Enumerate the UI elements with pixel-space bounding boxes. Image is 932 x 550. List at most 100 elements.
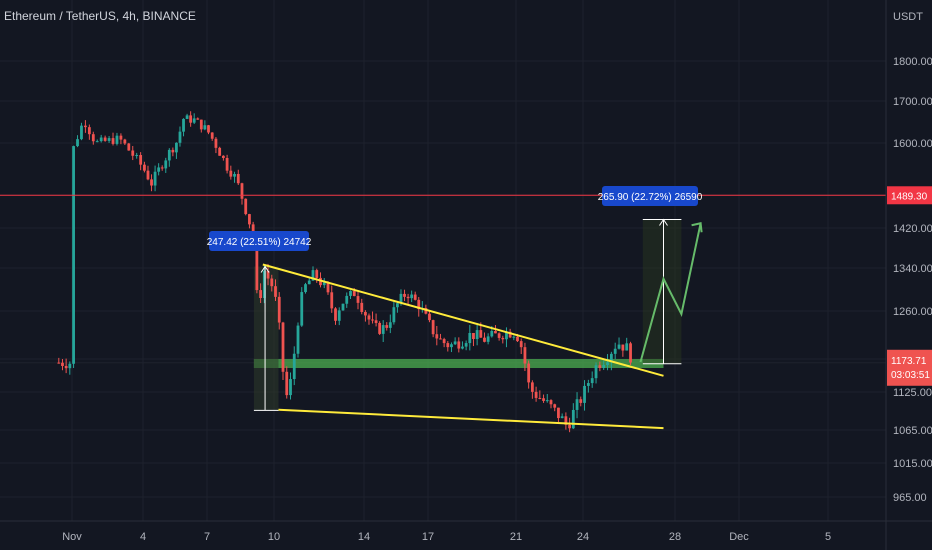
candle-body xyxy=(57,362,61,364)
candle-body xyxy=(182,118,185,132)
candle-body xyxy=(378,322,382,334)
candle-body xyxy=(571,409,575,429)
support-zone xyxy=(253,359,664,368)
resistance-price-label: 1489.30 xyxy=(891,191,928,202)
candle-body xyxy=(545,400,549,402)
measure-box xyxy=(642,219,682,364)
candle-body xyxy=(371,319,374,321)
time-tick-label: 14 xyxy=(358,531,370,543)
candle-body xyxy=(557,407,560,419)
candle-body xyxy=(360,302,364,312)
candle-body xyxy=(218,147,222,156)
candle-body xyxy=(483,337,486,342)
time-tick-label: 4 xyxy=(140,531,146,543)
candle-body xyxy=(175,142,178,153)
candle-body xyxy=(392,307,396,323)
candle-body xyxy=(99,137,103,142)
candle-body xyxy=(472,332,475,339)
candle-body xyxy=(91,134,95,142)
candle-body xyxy=(542,398,545,401)
candle-body xyxy=(236,173,240,184)
candle-body xyxy=(185,115,189,119)
candle-body xyxy=(262,270,266,299)
candle-body xyxy=(64,365,68,369)
time-tick-label: 5 xyxy=(825,531,831,543)
candle-body xyxy=(270,278,274,287)
candle-body xyxy=(292,353,296,380)
candle-body xyxy=(334,308,337,321)
candle-body xyxy=(374,320,378,323)
candle-body xyxy=(602,365,606,368)
candle-body xyxy=(330,292,334,309)
price-axis[interactable]: 1800.00 1700.00 1600.00 1420.00 1340.00 1260.… xyxy=(887,56,932,504)
candle-body xyxy=(475,330,479,339)
measure-2-arrowhead xyxy=(659,218,668,226)
candle-body xyxy=(490,330,494,337)
candle-body xyxy=(61,362,64,366)
candle-body xyxy=(352,291,356,297)
candle-body xyxy=(196,118,200,120)
measure-1-label-box xyxy=(209,231,309,251)
candle-body xyxy=(341,303,345,311)
candle-body xyxy=(135,155,139,157)
candle-body xyxy=(349,291,352,296)
candle-body xyxy=(364,311,367,316)
price-tick-label: 1700.00 xyxy=(893,96,932,108)
candle-body xyxy=(296,325,300,354)
candle-body xyxy=(248,214,251,225)
candle-body xyxy=(203,125,207,130)
trendline-lower-support xyxy=(278,408,664,430)
candle-body xyxy=(594,365,598,379)
time-tick-label: 7 xyxy=(204,531,210,543)
candle-body xyxy=(629,343,632,363)
price-tick-label: 1260.00 xyxy=(893,306,932,318)
current-price-tag xyxy=(887,349,932,386)
candle-body xyxy=(606,362,609,366)
candle-body xyxy=(192,118,196,123)
candle-body xyxy=(214,138,218,148)
candle-body xyxy=(240,183,244,199)
candle-body xyxy=(164,160,168,169)
trendline-upper-descending xyxy=(262,263,664,377)
candle-body xyxy=(523,347,527,364)
candle-body xyxy=(189,115,193,123)
candle-body xyxy=(530,382,534,392)
candle-body xyxy=(613,348,617,354)
candle-body xyxy=(497,333,501,338)
candle-body xyxy=(304,284,307,293)
candle-body xyxy=(107,138,111,141)
candle-body xyxy=(439,338,442,340)
time-tick-label: 28 xyxy=(669,531,681,543)
candle-body xyxy=(300,292,304,326)
candle-body xyxy=(486,336,490,342)
measure-1-arrowhead xyxy=(260,265,270,273)
candle-body xyxy=(417,299,421,310)
candle-body xyxy=(127,143,131,151)
candle-body xyxy=(229,170,233,177)
candle-body xyxy=(80,125,83,140)
candle-body xyxy=(199,119,203,130)
candle-body xyxy=(322,282,326,286)
candle-body xyxy=(410,294,414,299)
price-tick-label: 1800.00 xyxy=(893,56,932,68)
candle-body xyxy=(123,139,127,144)
candle-body xyxy=(367,315,371,320)
candle-body xyxy=(225,157,229,171)
chart-title: Ethereum / TetherUS, 4h, BINANCE xyxy=(4,9,196,23)
candle-body xyxy=(87,127,91,135)
candle-body xyxy=(326,282,330,293)
candle-body xyxy=(115,135,119,144)
candle-body xyxy=(285,371,289,396)
candle-body xyxy=(143,164,146,171)
candle-body xyxy=(396,303,399,308)
candle-body xyxy=(72,146,75,364)
candle-body xyxy=(255,244,259,291)
time-axis[interactable]: Nov 4 7 10 14 17 21 24 28 Dec 5 xyxy=(62,531,831,543)
candle-body xyxy=(281,322,285,372)
measure-2-label-box xyxy=(602,186,698,206)
time-tick-label: 17 xyxy=(422,531,434,543)
candle-body xyxy=(564,416,568,425)
candle-body xyxy=(119,135,123,140)
